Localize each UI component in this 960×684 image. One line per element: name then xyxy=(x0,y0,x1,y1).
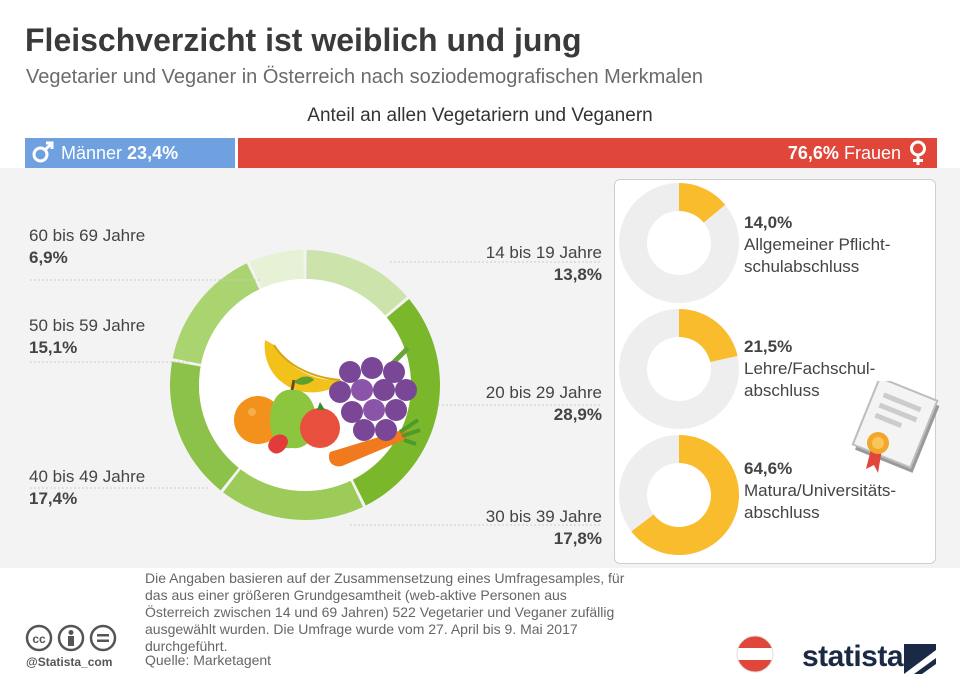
edu-donut-lehre xyxy=(619,309,739,429)
bar-segment-female: 76,6% Frauen xyxy=(238,138,937,168)
edu-category-line: abschluss xyxy=(744,503,820,522)
age-label-40-49: 40 bis 49 Jahre 17,4% xyxy=(29,466,145,510)
edu-category-line: abschluss xyxy=(744,381,820,400)
age-category-label: 40 bis 49 Jahre xyxy=(29,467,146,486)
male-bar-label: Männer 23,4% xyxy=(31,138,178,168)
education-panel: 14,0% Allgemeiner Pflicht- schulabschlus… xyxy=(614,179,936,564)
edu-category-line: schulabschluss xyxy=(744,257,860,276)
share-heading: Anteil an allen Vegetariern und Veganern xyxy=(307,105,653,126)
edu-donut-matura xyxy=(619,435,739,555)
age-slice-0 xyxy=(306,250,407,316)
footnote: Die Angaben basieren auf der Zusammenset… xyxy=(145,570,625,654)
edu-donut-pflichtschule xyxy=(619,183,739,303)
age-label-14-19: 14 bis 19 Jahre 13,8% xyxy=(486,242,602,286)
license-icons: cc xyxy=(25,624,117,652)
age-value-label: 13,8% xyxy=(553,265,602,284)
edu-arc-pflichtschule xyxy=(679,183,726,223)
age-label-20-29: 20 bis 29 Jahre 28,9% xyxy=(486,382,602,426)
age-category-label: 14 bis 19 Jahre xyxy=(485,243,602,262)
age-value-label: 17,4% xyxy=(29,489,78,508)
by-icon xyxy=(57,624,85,652)
age-slice-1 xyxy=(352,298,440,506)
age-value-label: 28,9% xyxy=(553,405,602,424)
edu-category-line: Lehre/Fachschul- xyxy=(744,359,876,378)
female-value-label: 76,6% xyxy=(787,143,839,163)
age-value-label: 15,1% xyxy=(29,338,78,357)
age-label-30-39: 30 bis 39 Jahre 17,8% xyxy=(486,506,602,550)
austria-flag-icon xyxy=(736,635,774,673)
female-symbol-icon xyxy=(910,140,926,165)
age-value-label: 17,8% xyxy=(553,529,602,548)
male-category-label: Männer xyxy=(61,143,123,163)
age-label-50-59: 50 bis 59 Jahre 15,1% xyxy=(29,315,145,359)
edu-text-lehre: 21,5% Lehre/Fachschul- abschluss xyxy=(744,336,875,402)
edu-text-pflichtschule: 14,0% Allgemeiner Pflicht- schulabschlus… xyxy=(744,212,890,278)
age-category-label: 30 bis 39 Jahre xyxy=(485,507,602,526)
age-category-label: 20 bis 29 Jahre xyxy=(485,383,602,402)
age-slice-5 xyxy=(249,250,304,289)
age-slice-4 xyxy=(172,263,260,365)
male-symbol-icon xyxy=(32,141,54,163)
age-donut-slices xyxy=(170,250,440,520)
statista-handle: @Statista_com xyxy=(26,655,113,669)
male-value-label: 23,4% xyxy=(127,143,179,163)
edu-value-label: 14,0% xyxy=(744,213,793,232)
age-value-label: 6,9% xyxy=(29,248,68,267)
female-category-label: Frauen xyxy=(843,143,901,163)
edu-value-label: 64,6% xyxy=(744,459,793,478)
source-note: Quelle: Marketagent xyxy=(145,652,272,668)
age-category-label: 50 bis 59 Jahre xyxy=(29,316,146,335)
edu-category-line: Matura/Universitäts- xyxy=(744,481,897,500)
certificate-icon xyxy=(851,381,940,473)
statista-logo: statista xyxy=(802,640,904,673)
age-slice-3 xyxy=(170,361,239,491)
statista-logo-icon xyxy=(904,644,936,674)
age-category-label: 60 bis 69 Jahre xyxy=(29,226,146,245)
bar-segment-male: Männer 23,4% xyxy=(25,138,235,168)
svg-text:cc: cc xyxy=(32,632,46,646)
gender-share-bar: Männer 23,4% 76,6% Frauen xyxy=(25,138,937,168)
age-slice-2 xyxy=(223,469,363,520)
page-title: Fleischverzicht ist weiblich und jung xyxy=(25,22,582,58)
age-donut-chart xyxy=(170,250,440,520)
fruit-illustration-icon xyxy=(234,340,421,467)
edu-text-matura: 64,6% Matura/Universitäts- abschluss xyxy=(744,458,896,524)
edu-arc-matura xyxy=(631,435,739,555)
age-label-60-69: 60 bis 69 Jahre 6,9% xyxy=(29,225,145,269)
nd-icon xyxy=(89,624,117,652)
edu-arc-lehre xyxy=(679,309,738,363)
edu-value-label: 21,5% xyxy=(744,337,793,356)
edu-category-line: Allgemeiner Pflicht- xyxy=(744,235,891,254)
female-bar-label: 76,6% Frauen xyxy=(788,138,929,168)
cc-icon: cc xyxy=(25,624,53,652)
page-subtitle: Vegetarier und Veganer in Österreich nac… xyxy=(26,66,704,88)
